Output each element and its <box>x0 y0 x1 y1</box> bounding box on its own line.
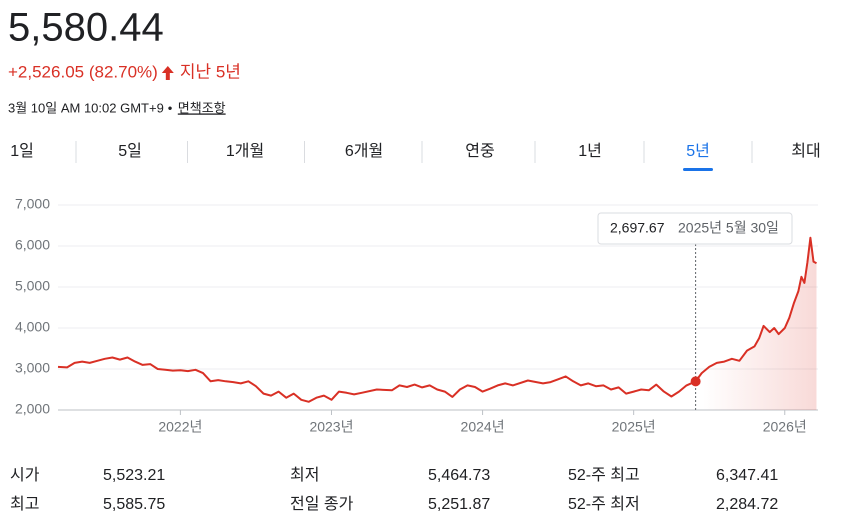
tooltip-value: 2,697.67 <box>610 220 665 236</box>
hover-point <box>690 376 701 387</box>
tab[interactable]: 1일 <box>10 142 34 160</box>
stat-value: 5,464.73 <box>428 467 490 484</box>
price: 5,580.44 <box>8 6 164 50</box>
y-tick-label: 7,000 <box>15 196 50 212</box>
y-tick-label: 5,000 <box>15 278 50 294</box>
y-tick-label: 2,000 <box>15 401 50 417</box>
tab[interactable]: 5년 <box>686 142 710 160</box>
tab[interactable]: 최대 <box>791 142 820 160</box>
stat-label: 52-주 최저 <box>568 495 640 513</box>
y-tick-label: 3,000 <box>15 360 50 376</box>
disclaimer-link[interactable]: 면책조항 <box>178 100 226 115</box>
separator: • <box>168 100 173 115</box>
y-tick-label: 4,000 <box>15 319 50 335</box>
price-line <box>57 236 817 403</box>
up-arrow <box>161 66 174 80</box>
stat-value: 2,284.72 <box>716 496 778 513</box>
x-tick-label: 2023년 <box>309 419 353 435</box>
x-tick-label: 2025년 <box>612 419 656 435</box>
tab[interactable]: 1개월 <box>226 142 264 160</box>
stat-label: 52-주 최고 <box>568 466 640 484</box>
x-tick-label: 2022년 <box>158 419 202 435</box>
y-tick-label: 6,000 <box>15 237 50 253</box>
tab[interactable]: 5일 <box>118 142 142 160</box>
stat-value: 5,585.75 <box>103 496 165 513</box>
stat-label: 최고 <box>10 495 39 513</box>
tab[interactable]: 6개월 <box>345 142 383 160</box>
stat-label: 전일 종가 <box>290 495 354 513</box>
x-tick-label: 2024년 <box>461 419 505 435</box>
tab[interactable]: 1년 <box>578 142 602 160</box>
stat-value: 6,347.41 <box>716 467 778 484</box>
tooltip-box <box>597 212 793 245</box>
timestamp: 3월 10일 AM 10:02 GMT+9 <box>8 100 164 115</box>
stat-label: 시가 <box>10 466 40 484</box>
stat-value: 5,251.87 <box>428 496 490 513</box>
period: 지난 5년 <box>180 62 241 81</box>
stat-label: 최저 <box>290 466 319 484</box>
change: +2,526.05 (82.70%) <box>8 62 158 81</box>
area <box>58 237 817 410</box>
x-tick-label: 2026년 <box>763 419 807 435</box>
tab[interactable]: 연중 <box>465 142 494 160</box>
tooltip-date: 2025년 5월 30일 <box>678 220 779 236</box>
stat-value: 5,523.21 <box>103 467 165 484</box>
tab-indicator <box>683 168 713 171</box>
